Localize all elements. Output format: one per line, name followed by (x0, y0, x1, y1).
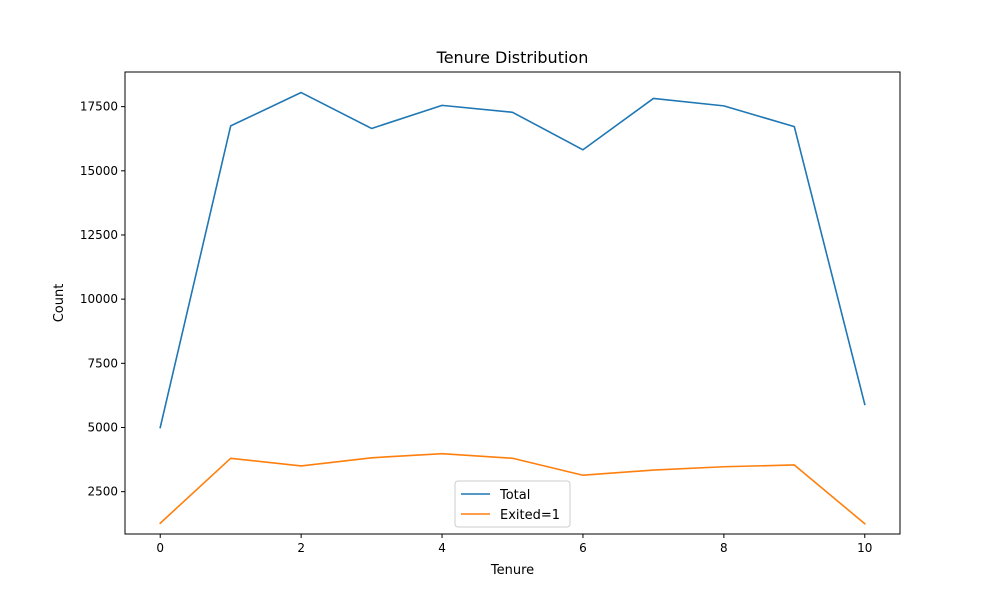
y-tick-label: 5000 (87, 420, 118, 434)
x-axis-label: Tenure (490, 563, 534, 578)
y-axis-label: Count (52, 284, 67, 323)
x-tick-label: 6 (579, 541, 587, 555)
legend: Total Exited=1 (454, 480, 571, 528)
y-tick-label: 17500 (80, 100, 118, 114)
x-tick-label: 2 (297, 541, 305, 555)
series-line-total (159, 91, 866, 429)
y-tick-label: 2500 (87, 485, 118, 499)
legend-label-exited-1: Exited=1 (500, 508, 560, 523)
chart-title: Tenure Distribution (436, 48, 589, 67)
legend-box (454, 480, 571, 528)
series-lines (159, 91, 866, 525)
x-tick-label: 0 (156, 541, 164, 555)
y-axis-ticks: 2500 5000 7500 10000 12500 15000 17500 (80, 100, 125, 499)
y-tick-label: 15000 (80, 164, 118, 178)
x-tick-label: 8 (720, 541, 728, 555)
series-line-exited-1 (159, 452, 866, 525)
x-tick-label: 4 (438, 541, 446, 555)
y-tick-label: 12500 (80, 228, 118, 242)
x-tick-label: 10 (857, 541, 872, 555)
y-tick-label: 7500 (87, 356, 118, 370)
legend-label-total: Total (499, 488, 530, 503)
plot-area-frame (124, 71, 901, 535)
x-axis-ticks: 0 2 4 6 8 10 (156, 534, 872, 555)
y-tick-label: 10000 (80, 292, 118, 306)
